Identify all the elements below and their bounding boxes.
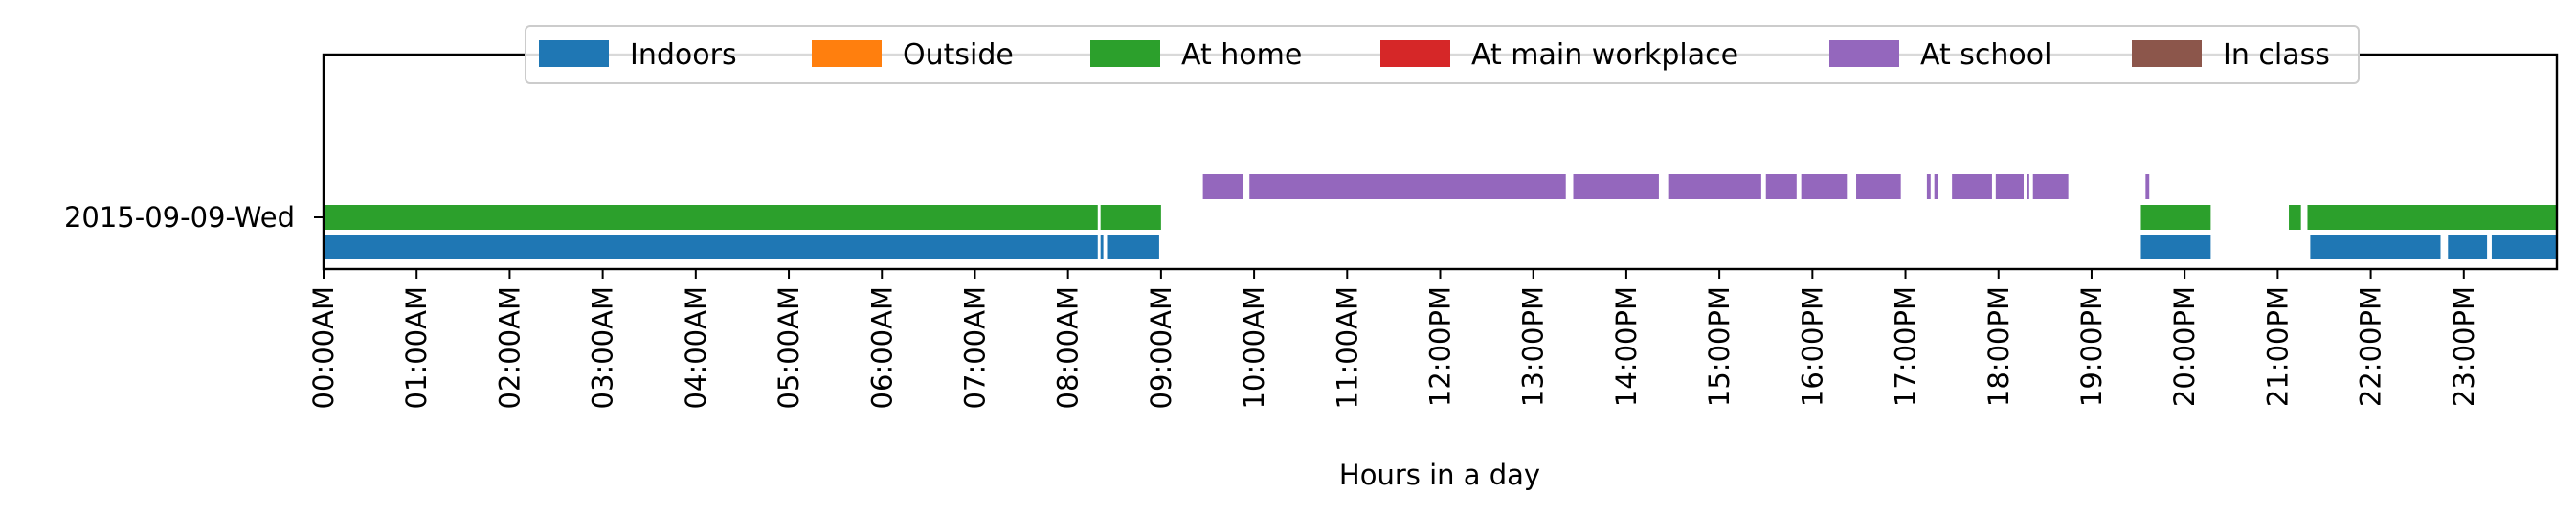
x-tick-label: 10:00AM xyxy=(1238,286,1270,409)
bar-at-home-4 xyxy=(2307,205,2557,230)
bar-indoors-1 xyxy=(1100,235,1104,259)
x-tick-label: 09:00AM xyxy=(1145,286,1177,409)
x-tick-label: 03:00AM xyxy=(587,286,619,409)
x-tick-label: 05:00AM xyxy=(773,286,805,409)
x-tick-label: 12:00PM xyxy=(1424,286,1457,407)
legend-swatch xyxy=(539,40,609,67)
x-tick-label: 23:00PM xyxy=(2448,286,2480,407)
bar-at-school-0 xyxy=(1202,174,1243,199)
x-tick-label: 04:00AM xyxy=(680,286,712,409)
bar-indoors-3 xyxy=(2140,235,2211,259)
x-axis-label: Hours in a day xyxy=(1339,459,1540,491)
bar-indoors-0 xyxy=(324,235,1098,259)
x-tick-label: 18:00PM xyxy=(1982,286,2015,407)
legend-swatch xyxy=(1090,40,1160,67)
x-tick-label: 06:00AM xyxy=(865,286,898,409)
bar-at-school-4 xyxy=(1765,174,1797,199)
legend-swatch xyxy=(1380,40,1450,67)
legend-swatch xyxy=(2132,40,2202,67)
bar-indoors-2 xyxy=(1107,235,1159,259)
bar-at-school-13 xyxy=(2145,174,2150,199)
x-tick-label: 01:00AM xyxy=(400,286,433,409)
legend-label: Indoors xyxy=(630,38,737,72)
x-tick-label: 00:00AM xyxy=(307,286,340,409)
bar-at-home-2 xyxy=(2140,205,2211,230)
bar-at-school-1 xyxy=(1249,174,1566,199)
bar-at-home-3 xyxy=(2289,205,2301,230)
x-tick-label: 20:00PM xyxy=(2168,286,2201,407)
x-tick-label: 22:00PM xyxy=(2355,286,2387,407)
x-tick-label: 14:00PM xyxy=(1610,286,1643,407)
bar-at-school-12 xyxy=(2032,174,2069,199)
bar-at-school-8 xyxy=(1934,174,1938,199)
x-tick-label: 19:00PM xyxy=(2075,286,2108,407)
bar-at-home-1 xyxy=(1100,205,1161,230)
bar-at-school-10 xyxy=(1995,174,2024,199)
x-tick-label: 13:00PM xyxy=(1517,286,1550,407)
x-tick-label: 15:00PM xyxy=(1703,286,1736,407)
legend-swatch xyxy=(812,40,882,67)
bar-at-home-0 xyxy=(324,205,1098,230)
bar-at-school-2 xyxy=(1573,174,1659,199)
x-tick-label: 07:00AM xyxy=(958,286,991,409)
bars-layer xyxy=(324,174,2557,259)
legend-label: At main workplace xyxy=(1471,38,1738,72)
y-tick-label: 2015-09-09-Wed xyxy=(64,201,295,234)
legend-swatch xyxy=(1829,40,1899,67)
x-tick-label: 16:00PM xyxy=(1796,286,1828,407)
bar-at-school-9 xyxy=(1952,174,1992,199)
bar-at-school-6 xyxy=(1856,174,1901,199)
bar-at-school-3 xyxy=(1668,174,1761,199)
legend-label: In class xyxy=(2223,38,2330,72)
x-tick-label: 11:00AM xyxy=(1331,286,1363,409)
y-axis: 2015-09-09-Wed xyxy=(64,201,324,234)
bar-at-school-11 xyxy=(2027,174,2029,199)
x-tick-label: 21:00PM xyxy=(2261,286,2294,407)
bar-indoors-6 xyxy=(2491,235,2557,259)
x-tick-label: 08:00AM xyxy=(1052,286,1085,409)
legend-label: Outside xyxy=(903,38,1014,72)
bar-at-school-5 xyxy=(1801,174,1848,199)
bar-at-school-7 xyxy=(1926,174,1931,199)
legend-label: At home xyxy=(1181,38,1302,72)
legend-label: At school xyxy=(1920,38,2051,72)
bar-indoors-5 xyxy=(2448,235,2488,259)
legend: Indoors Outside At home At main workplace At… xyxy=(525,25,2360,84)
x-tick-label: 17:00PM xyxy=(1890,286,1922,407)
x-tick-label: 02:00AM xyxy=(493,286,526,409)
bar-indoors-4 xyxy=(2310,235,2441,259)
x-axis: 00:00AM 01:00AM 02:00AM 03:00AM 04:00AM 05:00… xyxy=(307,269,2480,409)
